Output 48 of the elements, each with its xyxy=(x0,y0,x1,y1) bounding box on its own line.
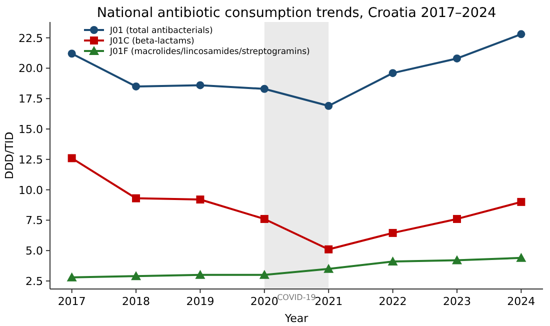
y-tick-label: 20.0 xyxy=(18,62,43,76)
x-tick-label: 2018 xyxy=(122,295,150,308)
chart-title: National antibiotic consumption trends, Croatia 2017–2024 xyxy=(96,5,496,21)
point xyxy=(517,30,526,38)
point xyxy=(388,228,397,237)
point xyxy=(259,270,270,279)
point xyxy=(516,252,526,262)
x-tick-label: 2022 xyxy=(378,295,407,308)
x-tick-label: 2021 xyxy=(314,295,343,308)
legend-label: J01C (beta-lactams) xyxy=(109,36,194,46)
point xyxy=(196,196,204,204)
y-tick-label: 5.0 xyxy=(26,244,43,258)
point xyxy=(452,214,461,223)
point xyxy=(196,81,204,90)
point xyxy=(517,198,526,206)
y-tick-label: 2.5 xyxy=(26,274,43,288)
legend-label: J01F (macrolides/lincosamides/streptogramins) xyxy=(109,47,310,57)
x-tick-label: 2024 xyxy=(507,295,536,308)
x-axis-title: Year xyxy=(284,312,309,325)
point xyxy=(452,255,462,264)
point xyxy=(260,84,268,93)
point xyxy=(68,50,76,58)
point xyxy=(324,102,333,110)
band-label: COVID-19 xyxy=(277,293,316,302)
y-tick-label: 15.0 xyxy=(18,122,43,136)
y-tick-label: 17.5 xyxy=(18,92,43,106)
legend-label: J01 (total antibacterials) xyxy=(109,26,213,36)
y-tick-label: 10.0 xyxy=(18,184,43,197)
point xyxy=(131,271,142,280)
x-tick-label: 2019 xyxy=(186,295,214,308)
y-axis-title: DDD/TID xyxy=(3,132,16,180)
point xyxy=(452,54,461,62)
point xyxy=(388,256,398,266)
point xyxy=(195,270,206,279)
point xyxy=(66,272,77,282)
y-tick-label: 22.5 xyxy=(18,32,43,45)
point xyxy=(68,154,76,162)
x-tick-label: 2020 xyxy=(250,295,278,308)
point xyxy=(132,82,140,90)
point xyxy=(260,214,268,223)
point xyxy=(324,245,333,254)
y-tick-label: 7.5 xyxy=(26,214,43,228)
x-tick-label: 2023 xyxy=(442,295,471,308)
y-tick-label: 12.5 xyxy=(18,153,43,166)
x-tick-label: 2017 xyxy=(58,295,86,308)
point xyxy=(388,69,397,78)
point xyxy=(132,194,140,202)
point xyxy=(324,264,334,273)
